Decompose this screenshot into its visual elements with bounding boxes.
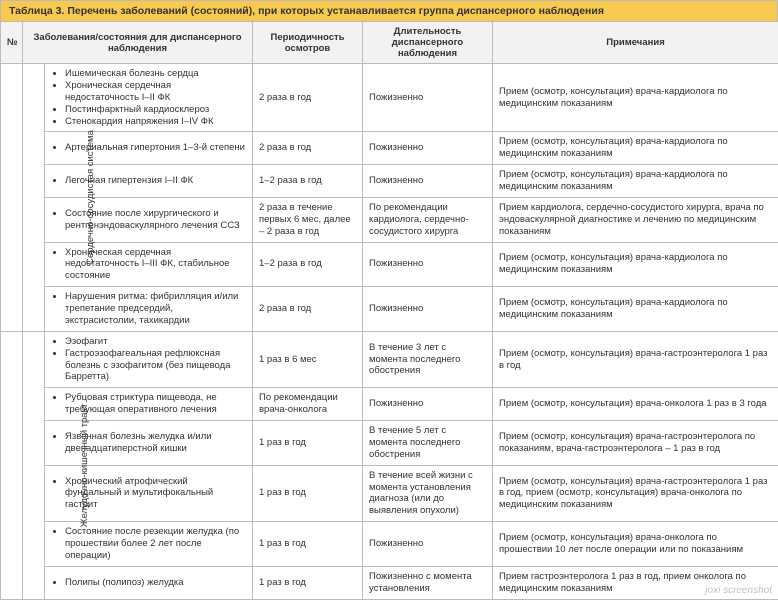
notes-cell: Прием (осмотр, консультация) врача-карди… [493, 242, 778, 287]
table-row: Легочная гипертензия I–II ФК 1–2 раза в г… [1, 165, 778, 198]
disease-item: Язвенная болезнь желудка и/или двенадцат… [65, 431, 246, 455]
disease-cell: Состояние после хирургического и рентген… [45, 197, 253, 242]
duration-cell: Пожизненно [363, 64, 493, 132]
disease-cell: ЭзофагитГастроэзофагеальная рефлюксная б… [45, 331, 253, 388]
duration-cell: В течение 3 лет с момента последнего обо… [363, 331, 493, 388]
disease-list: Полипы (полипоз) желудка [51, 577, 246, 589]
col-frequency: Периодичность осмотров [253, 22, 363, 64]
disease-list: Артериальная гипертония 1–3-й степени [51, 142, 246, 154]
frequency-cell: 1 раз в год [253, 566, 363, 599]
header-row: № Заболевания/состояния для диспансерног… [1, 22, 778, 64]
frequency-cell: 2 раза в год [253, 132, 363, 165]
group-title: Желудочно-кишечный тракт [79, 403, 90, 526]
disease-item: Состояние после резекции желудка (по про… [65, 526, 246, 562]
notes-cell: Прием (осмотр, консультация) врача-гастр… [493, 421, 778, 466]
disease-item: Полипы (полипоз) желудка [65, 577, 246, 589]
duration-cell: В течение 5 лет с момента последнего обо… [363, 421, 493, 466]
group-title-cell: Желудочно-кишечный тракт [23, 331, 45, 599]
notes-cell: Прием (осмотр, консультация) врача-карди… [493, 165, 778, 198]
disease-cell: Легочная гипертензия I–II ФК [45, 165, 253, 198]
table-row: Желудочно-кишечный трактЭзофагитГастроэз… [1, 331, 778, 388]
table-row: Состояние после резекции желудка (по про… [1, 522, 778, 567]
table-row: Рубцовая стриктура пищевода, не требующа… [1, 388, 778, 421]
disease-item: Рубцовая стриктура пищевода, не требующа… [65, 392, 246, 416]
disease-cell: Состояние после резекции желудка (по про… [45, 522, 253, 567]
frequency-cell: По рекомендации врача-онколога [253, 388, 363, 421]
table-row: Нарушения ритма: фибрилляция и/или трепе… [1, 287, 778, 332]
group-title: Сердечно-сосудистая система [85, 130, 96, 265]
notes-cell: Прием кардиолога, сердечно-сосудистого х… [493, 197, 778, 242]
duration-cell: Пожизненно [363, 287, 493, 332]
disease-list: ЭзофагитГастроэзофагеальная рефлюксная б… [51, 336, 246, 384]
table-row: Артериальная гипертония 1–3-й степени 2 р… [1, 132, 778, 165]
notes-cell: Прием гастроэнтеролога 1 раз в год, прие… [493, 566, 778, 599]
notes-cell: Прием (осмотр, консультация) врача-карди… [493, 287, 778, 332]
table-row: Язвенная болезнь желудка и/или двенадцат… [1, 421, 778, 466]
disease-cell: Нарушения ритма: фибрилляция и/или трепе… [45, 287, 253, 332]
frequency-cell: 1 раз в год [253, 465, 363, 522]
duration-cell: Пожизненно [363, 242, 493, 287]
notes-cell: Прием (осмотр, консультация) врача-онкол… [493, 522, 778, 567]
disease-item: Хроническая сердечная недостаточность I–… [65, 80, 246, 104]
disease-cell: Хроническая сердечная недостаточность I–… [45, 242, 253, 287]
disease-item: Гастроэзофагеальная рефлюксная болезнь с… [65, 348, 246, 384]
frequency-cell: 2 раза в год [253, 64, 363, 132]
disease-cell: Артериальная гипертония 1–3-й степени [45, 132, 253, 165]
notes-cell: Прием (осмотр, консультация) врача-карди… [493, 132, 778, 165]
disease-cell: Полипы (полипоз) желудка [45, 566, 253, 599]
row-num-cell [1, 64, 23, 332]
frequency-cell: 2 раза в течение первых 6 мес, далее – 2… [253, 197, 363, 242]
disease-cell: Язвенная болезнь желудка и/или двенадцат… [45, 421, 253, 466]
disease-item: Ишемическая болезнь сердца [65, 68, 246, 80]
disease-list: Ишемическая болезнь сердцаХроническая се… [51, 68, 246, 127]
notes-cell: Прием (осмотр, консультация) врача-онкол… [493, 388, 778, 421]
diseases-table: № Заболевания/состояния для диспансерног… [0, 21, 778, 600]
duration-cell: В течение всей жизни с момента установле… [363, 465, 493, 522]
disease-list: Хроническая сердечная недостаточность I–… [51, 247, 246, 283]
disease-item: Хронический атрофический фундальный и му… [65, 476, 246, 512]
frequency-cell: 1 раз в год [253, 522, 363, 567]
table-body: Сердечно-сосудистая система Ишемическая б… [1, 64, 778, 600]
table-row: Сердечно-сосудистая системаИшемическая б… [1, 64, 778, 132]
duration-cell: По рекомендации кардиолога, сердечно-сос… [363, 197, 493, 242]
disease-item: Нарушения ритма: фибрилляция и/или трепе… [65, 291, 246, 327]
notes-cell: Прием (осмотр, консультация) врача-карди… [493, 64, 778, 132]
disease-cell: Рубцовая стриктура пищевода, не требующа… [45, 388, 253, 421]
frequency-cell: 2 раза в год [253, 287, 363, 332]
notes-cell: Прием (осмотр, консультация) врача-гастр… [493, 331, 778, 388]
frequency-cell: 1–2 раза в год [253, 165, 363, 198]
duration-cell: Пожизненно [363, 132, 493, 165]
disease-list: Состояние после резекции желудка (по про… [51, 526, 246, 562]
col-diseases: Заболевания/состояния для диспансерного … [23, 22, 253, 64]
frequency-cell: 1 раз в год [253, 421, 363, 466]
disease-list: Состояние после хирургического и рентген… [51, 208, 246, 232]
disease-list: Нарушения ритма: фибрилляция и/или трепе… [51, 291, 246, 327]
row-num-cell [1, 331, 23, 599]
group-title-cell: Сердечно-сосудистая система [23, 64, 45, 332]
col-num: № [1, 22, 23, 64]
table-row: Хроническая сердечная недостаточность I–… [1, 242, 778, 287]
disease-cell: Ишемическая болезнь сердцаХроническая се… [45, 64, 253, 132]
disease-item: Стенокардия напряжения I–IV ФК [65, 116, 246, 128]
duration-cell: Пожизненно [363, 522, 493, 567]
col-notes: Примечания [493, 22, 778, 64]
duration-cell: Пожизненно [363, 165, 493, 198]
disease-item: Эзофагит [65, 336, 246, 348]
frequency-cell: 1–2 раза в год [253, 242, 363, 287]
table-row: Состояние после хирургического и рентген… [1, 197, 778, 242]
col-duration: Длительность диспансерного наблюдения [363, 22, 493, 64]
duration-cell: Пожизненно с момента установления [363, 566, 493, 599]
table-caption: Таблица 3. Перечень заболеваний (состоян… [0, 0, 778, 21]
notes-cell: Прием (осмотр, консультация) врача-гастр… [493, 465, 778, 522]
disease-item: Постинфарктный кардиосклероз [65, 104, 246, 116]
duration-cell: Пожизненно [363, 388, 493, 421]
table-row: Хронический атрофический фундальный и му… [1, 465, 778, 522]
frequency-cell: 1 раз в 6 мес [253, 331, 363, 388]
disease-list: Легочная гипертензия I–II ФК [51, 175, 246, 187]
table-row: Полипы (полипоз) желудка 1 раз в годПожиз… [1, 566, 778, 599]
disease-cell: Хронический атрофический фундальный и му… [45, 465, 253, 522]
